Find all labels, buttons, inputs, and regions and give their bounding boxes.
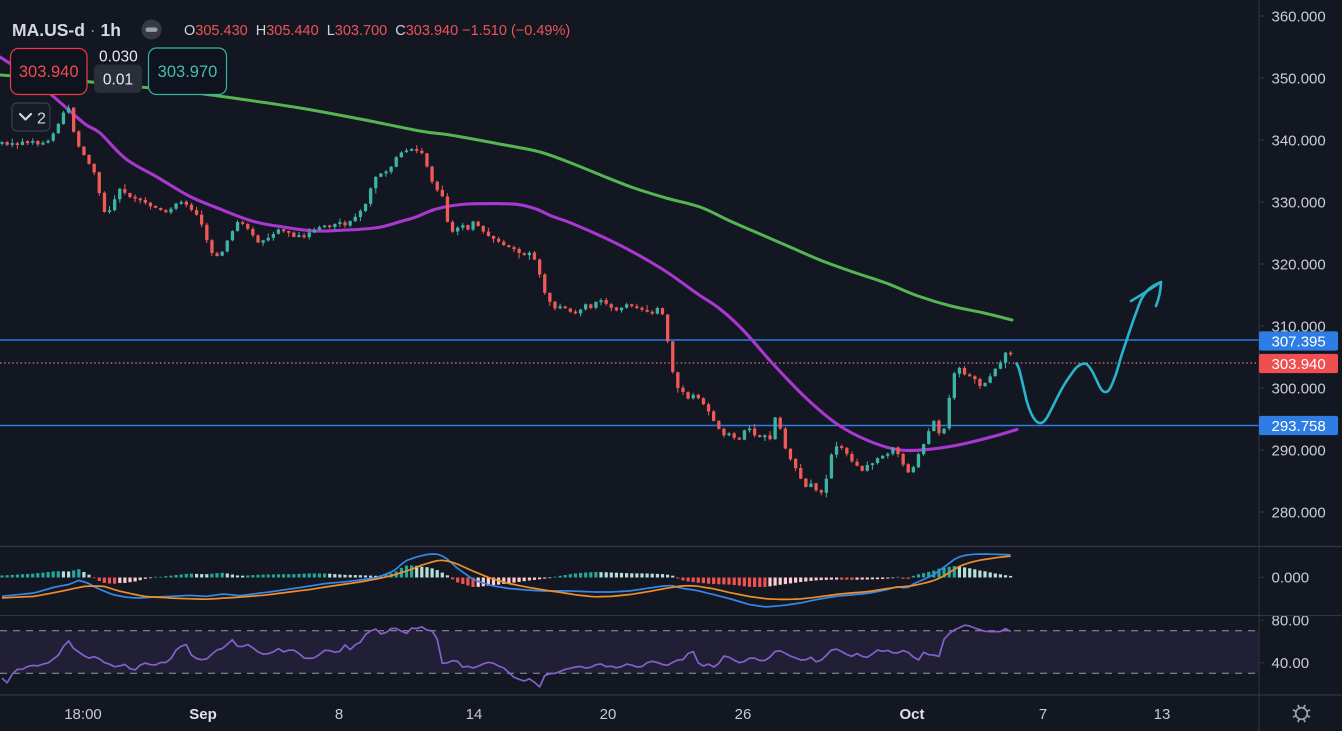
svg-text:303.970: 303.970 [158, 63, 218, 81]
svg-text:280.000: 280.000 [1272, 504, 1326, 521]
svg-text:303.940: 303.940 [19, 63, 79, 81]
svg-text:290.000: 290.000 [1272, 442, 1326, 459]
svg-text:80.00: 80.00 [1272, 613, 1310, 630]
svg-text:18:00: 18:00 [64, 706, 102, 723]
svg-text:0.000: 0.000 [1272, 570, 1310, 587]
svg-text:13: 13 [1154, 706, 1171, 723]
svg-text:0.030: 0.030 [99, 49, 138, 66]
svg-text:300.000: 300.000 [1272, 380, 1326, 397]
svg-text:MA.US-d · 1h: MA.US-d · 1h [12, 20, 121, 40]
svg-text:340.000: 340.000 [1272, 132, 1326, 149]
svg-text:Sep: Sep [189, 706, 217, 723]
svg-text:8: 8 [335, 706, 343, 723]
svg-text:20: 20 [600, 706, 617, 723]
svg-text:2: 2 [37, 111, 46, 128]
svg-text:303.940: 303.940 [1272, 356, 1326, 373]
svg-text:0.01: 0.01 [103, 72, 133, 89]
svg-text:360.000: 360.000 [1272, 8, 1326, 25]
svg-text:Oct: Oct [899, 706, 924, 723]
svg-text:293.758: 293.758 [1272, 418, 1326, 435]
svg-text:26: 26 [735, 706, 752, 723]
svg-text:307.395: 307.395 [1272, 333, 1326, 350]
svg-text:40.00: 40.00 [1272, 655, 1310, 672]
svg-text:320.000: 320.000 [1272, 256, 1326, 273]
svg-text:14: 14 [466, 706, 483, 723]
svg-text:310.000: 310.000 [1272, 318, 1326, 335]
svg-text:350.000: 350.000 [1272, 70, 1326, 87]
svg-text:330.000: 330.000 [1272, 194, 1326, 211]
svg-text:7: 7 [1039, 706, 1047, 723]
svg-text:O305.430 H305.440 L303.700: O305.430 H305.440 L303.700 C303.940 −1.5… [184, 23, 570, 39]
